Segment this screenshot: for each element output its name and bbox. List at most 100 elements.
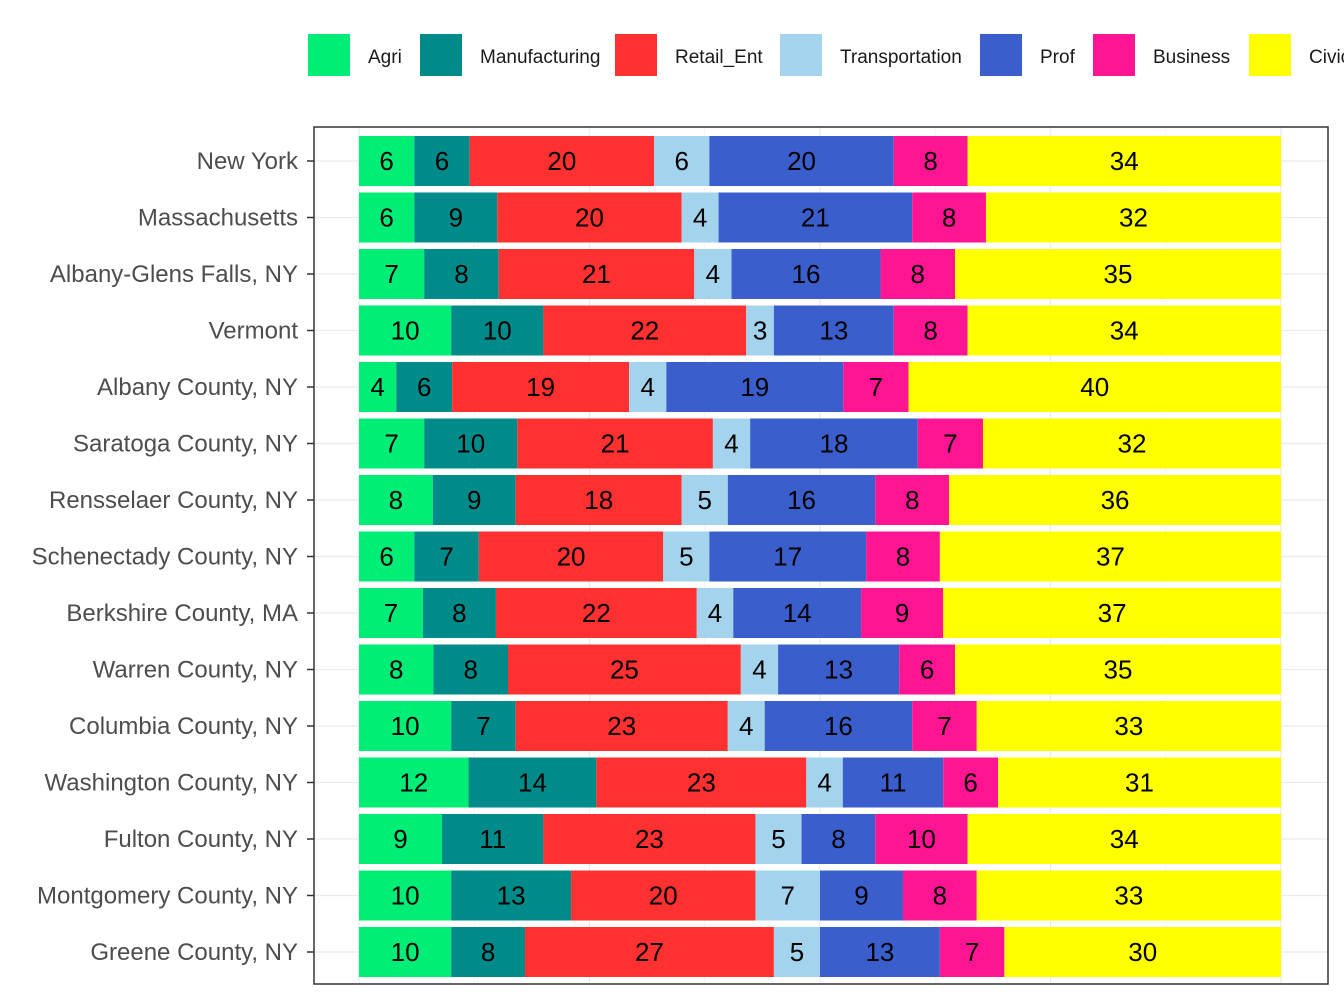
bar-row-schenectady-county-ny: 6 7 20 5 17 8 37 bbox=[359, 531, 1281, 582]
data-label-business: 7 bbox=[869, 372, 883, 402]
data-label-transportation: 7 bbox=[780, 881, 794, 911]
legend-item-transportation: Transportation bbox=[780, 34, 962, 76]
data-label-transportation: 4 bbox=[708, 598, 722, 628]
data-label-prof: 16 bbox=[792, 259, 821, 289]
bar-segment-business bbox=[843, 362, 909, 412]
bar-row-albany-glens-falls-ny: 7 8 21 4 16 8 35 bbox=[359, 249, 1281, 299]
bar-segment-business bbox=[917, 418, 983, 469]
data-label-manufacturing: 14 bbox=[518, 768, 547, 798]
bar-segment-civic bbox=[976, 701, 1281, 751]
data-label-prof: 8 bbox=[831, 824, 845, 854]
legend-label: Manufacturing bbox=[480, 47, 600, 68]
data-label-manufacturing: 10 bbox=[456, 429, 485, 459]
bar-segment-manufacturing bbox=[424, 249, 499, 299]
bar-segment-civic bbox=[908, 362, 1281, 412]
data-label-transportation: 5 bbox=[771, 824, 785, 854]
panel-border bbox=[313, 126, 1329, 985]
data-label-manufacturing: 6 bbox=[435, 146, 449, 176]
bar-segment-retail-ent bbox=[452, 362, 630, 412]
bar-segment-transportation bbox=[712, 418, 751, 469]
bar-segment-prof bbox=[727, 475, 876, 525]
data-label-prof: 16 bbox=[824, 711, 853, 741]
y-tick-label: New York bbox=[197, 148, 299, 175]
bar-segment-retail-ent bbox=[515, 701, 728, 751]
bar-segment-business bbox=[902, 870, 977, 921]
bar-segment-civic bbox=[967, 814, 1281, 864]
data-label-civic: 35 bbox=[1104, 259, 1133, 289]
bar-segment-prof bbox=[750, 418, 918, 469]
bar-segment-manufacturing bbox=[451, 305, 544, 356]
bar-row-rensselaer-county-ny: 8 9 18 5 16 8 36 bbox=[359, 475, 1281, 525]
data-label-civic: 37 bbox=[1098, 598, 1127, 628]
bar-segment-prof bbox=[709, 531, 867, 582]
data-label-manufacturing: 7 bbox=[476, 711, 490, 741]
y-tick-label: Albany-Glens Falls, NY bbox=[50, 261, 298, 288]
data-label-prof: 21 bbox=[801, 203, 830, 233]
data-label-agri: 8 bbox=[389, 485, 403, 515]
data-label-business: 8 bbox=[923, 316, 937, 346]
data-label-agri: 10 bbox=[391, 316, 420, 346]
legend-key bbox=[980, 34, 1022, 76]
bar-segment-manufacturing bbox=[433, 644, 509, 695]
data-label-agri: 12 bbox=[399, 768, 428, 798]
bar-segment-transportation bbox=[755, 870, 820, 921]
bar-segment-prof bbox=[731, 249, 881, 299]
y-tick-label: Albany County, NY bbox=[97, 374, 298, 401]
data-label-retail-ent: 20 bbox=[575, 203, 604, 233]
bar-row-washington-county-ny: 12 14 23 4 11 6 31 bbox=[359, 757, 1281, 808]
bar-segment-civic bbox=[955, 644, 1281, 695]
bar-segment-business bbox=[880, 249, 956, 299]
legend-key bbox=[308, 34, 350, 76]
y-tick-label: Washington County, NY bbox=[45, 770, 298, 797]
legend-item-business: Business bbox=[1093, 34, 1230, 76]
legend-key bbox=[780, 34, 822, 76]
bar-segment-civic bbox=[982, 418, 1281, 469]
data-label-prof: 19 bbox=[740, 372, 769, 402]
bar-segment-transportation bbox=[773, 927, 820, 977]
bar-segment-prof bbox=[709, 136, 894, 186]
bar-segment-retail-ent bbox=[495, 588, 697, 638]
bar-segment-transportation bbox=[663, 531, 710, 582]
bar-row-fulton-county-ny: 9 11 23 5 8 10 34 bbox=[359, 814, 1281, 864]
bar-segment-prof bbox=[718, 192, 913, 243]
legend-item-manufacturing: Manufacturing bbox=[420, 34, 600, 76]
bar-segment-transportation bbox=[755, 814, 802, 864]
bar-segment-prof bbox=[820, 927, 940, 977]
bar-row-berkshire-county-ma: 7 8 22 4 14 9 37 bbox=[359, 588, 1281, 638]
data-label-business: 8 bbox=[923, 146, 937, 176]
bar-segment-civic bbox=[943, 588, 1281, 638]
data-label-civic: 31 bbox=[1125, 768, 1154, 798]
data-label-prof: 11 bbox=[880, 768, 907, 798]
data-label-transportation: 4 bbox=[752, 655, 766, 685]
data-label-business: 7 bbox=[937, 711, 951, 741]
data-label-manufacturing: 8 bbox=[464, 655, 478, 685]
data-label-civic: 32 bbox=[1119, 203, 1148, 233]
data-label-manufacturing: 7 bbox=[439, 542, 453, 572]
bar-row-saratoga-county-ny: 7 10 21 4 18 7 32 bbox=[359, 418, 1281, 469]
bar-segment-prof bbox=[842, 757, 944, 808]
data-label-civic: 30 bbox=[1128, 937, 1157, 967]
legend-item-agri: Agri bbox=[308, 34, 402, 76]
data-label-transportation: 6 bbox=[674, 146, 688, 176]
bar-segment-retail-ent bbox=[515, 475, 682, 525]
bar-segment-civic bbox=[1004, 927, 1281, 977]
data-label-civic: 34 bbox=[1110, 146, 1139, 176]
bar-segment-agri bbox=[359, 305, 452, 356]
bar-segment-transportation bbox=[681, 475, 728, 525]
data-label-business: 8 bbox=[942, 203, 956, 233]
legend-label: Retail_Ent bbox=[675, 47, 763, 68]
bar-segment-business bbox=[893, 136, 968, 186]
data-label-transportation: 5 bbox=[698, 485, 712, 515]
bar-segment-manufacturing bbox=[414, 136, 470, 186]
y-tick-label: Montgomery County, NY bbox=[37, 883, 298, 910]
data-label-transportation: 4 bbox=[739, 711, 753, 741]
bar-segment-transportation bbox=[806, 757, 843, 808]
y-tick-label: Greene County, NY bbox=[90, 939, 298, 966]
bar-segment-business bbox=[912, 701, 977, 751]
data-label-agri: 8 bbox=[389, 655, 403, 685]
data-label-retail-ent: 25 bbox=[610, 655, 639, 685]
y-tick-label: Rensselaer County, NY bbox=[49, 487, 298, 514]
data-label-retail-ent: 23 bbox=[687, 768, 716, 798]
data-label-transportation: 4 bbox=[640, 372, 654, 402]
bar-segment-manufacturing bbox=[414, 531, 479, 582]
